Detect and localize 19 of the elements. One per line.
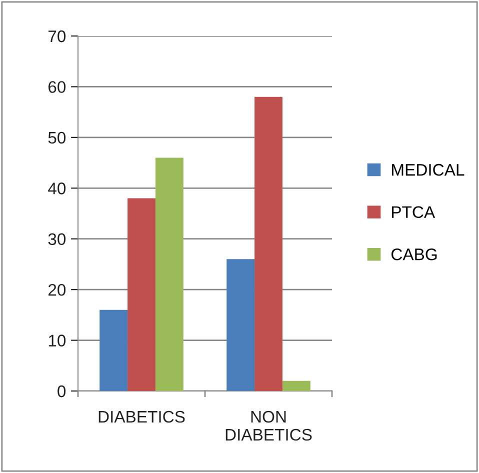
y-tick-label: 60 (48, 81, 66, 93)
x-tick-label: DIABETICS (98, 410, 185, 423)
y-tick-label: 50 (48, 132, 66, 144)
y-tick-label: 20 (48, 284, 66, 296)
bar (226, 259, 255, 391)
y-tick-label: 0 (58, 385, 66, 398)
y-tick-label: 10 (48, 334, 66, 346)
bar (155, 158, 184, 391)
legend-label: MEDICAL (392, 164, 464, 176)
legend-label: CABG (392, 248, 437, 260)
bar (254, 96, 282, 391)
x-tick-label: NON DIABETICS (226, 410, 312, 441)
bar (100, 310, 128, 391)
legend-label: PTCA (392, 206, 436, 218)
y-tick-label: 40 (48, 182, 66, 194)
y-tick-label: 70 (48, 30, 66, 42)
y-tick-label: 30 (48, 233, 66, 246)
bar (282, 380, 310, 391)
bar (128, 198, 156, 391)
